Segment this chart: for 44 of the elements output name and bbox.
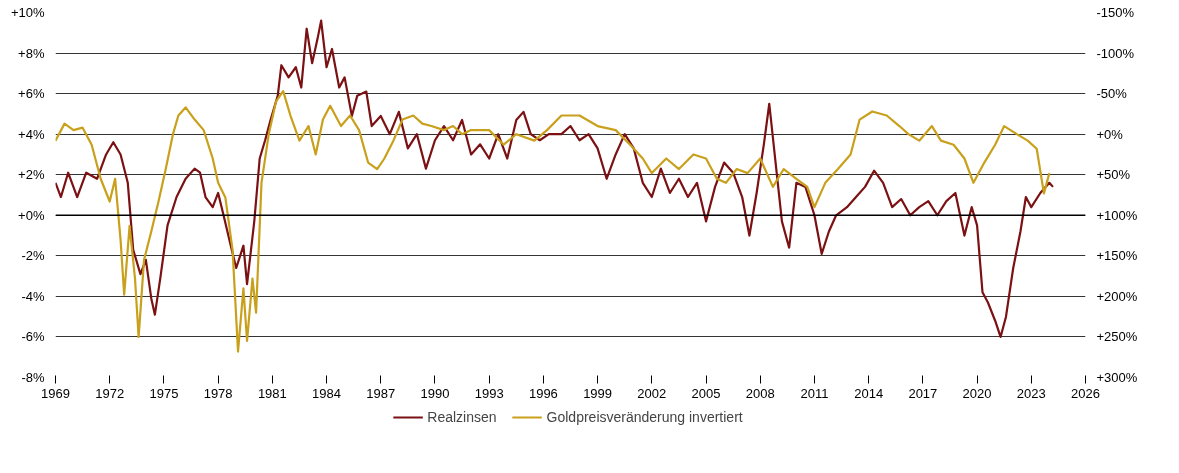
y2-tick-label: +100% [1096, 207, 1138, 223]
y-tick-label: +0% [18, 207, 45, 223]
y-tick-label: -4% [21, 288, 45, 304]
x-tick-label: 2026 [1071, 385, 1100, 401]
line-series [55, 19, 1055, 339]
x-tick-label: 2023 [1016, 385, 1046, 401]
y2-tick-label: +50% [1096, 167, 1131, 183]
x-tick-label: 1984 [312, 385, 342, 401]
x-tick-label: 2020 [962, 385, 992, 401]
x-tick-label: 1993 [474, 385, 504, 401]
y2-tick-label: -100% [1096, 45, 1135, 61]
y-tick-label: -8% [21, 370, 45, 385]
y-tick-label: +6% [18, 86, 45, 102]
y2-tick-label: +300% [1096, 370, 1138, 385]
x-tick-label: 2017 [908, 385, 938, 401]
x-tick-label: 1972 [95, 385, 125, 401]
x-tick-label: 1978 [203, 385, 233, 401]
y2-tick-label: -150% [1096, 5, 1135, 20]
x-tick-label: 2002 [637, 385, 667, 401]
x-tick-label: 1999 [583, 385, 613, 401]
x-tick-label: 1981 [257, 385, 287, 401]
y-tick-label: +10% [10, 5, 45, 20]
y-tick-label: -6% [21, 329, 45, 345]
x-tick-label: 1990 [420, 385, 450, 401]
y2-tick-label: -50% [1096, 86, 1128, 102]
legend-label: Realzinsen [427, 409, 497, 425]
x-tick-label: 1969 [41, 385, 70, 401]
y-tick-label: -2% [21, 248, 45, 264]
legend-label: Goldpreisveränderung invertiert [546, 409, 743, 425]
x-tick-label: 1987 [366, 385, 396, 401]
x-tick-label: 2008 [745, 385, 775, 401]
y2-tick-label: +150% [1096, 248, 1138, 264]
y2-tick-label: +250% [1096, 329, 1138, 345]
x-tick-label: 1996 [528, 385, 558, 401]
y-tick-label: +8% [18, 45, 45, 61]
y2-tick-label: +0% [1096, 126, 1124, 142]
x-tick-label: 2011 [800, 385, 829, 401]
line-series [55, 90, 1051, 353]
y-tick-label: +2% [18, 167, 45, 183]
y-tick-label: +4% [18, 126, 45, 142]
x-tick-label: 2014 [854, 385, 884, 401]
x-tick-label: 2005 [691, 385, 721, 401]
y2-tick-label: +200% [1096, 288, 1138, 304]
x-tick-label: 1975 [149, 385, 179, 401]
